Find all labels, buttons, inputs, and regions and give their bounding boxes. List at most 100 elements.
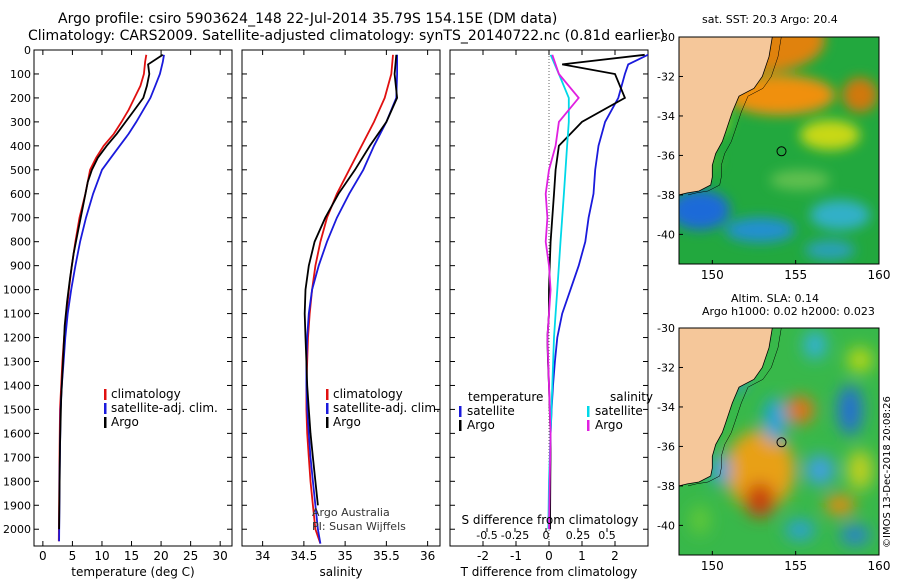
secondary-axis-label: S difference from climatology [462,513,639,527]
legend-marker [104,389,107,400]
secondary-x-tick-label: 0.5 [598,529,616,542]
legend-label: Argo [111,415,139,429]
legend-marker [104,403,107,414]
x-tick-label: -1 [510,549,522,563]
legend-marker [326,403,329,414]
x-tick-label: -2 [477,549,489,563]
series-line-satellite-adj-clim- [305,54,399,544]
x-tick-label: 35.5 [373,549,400,563]
sst-map-title: sat. SST: 20.3 Argo: 20.4 [702,13,838,26]
lat-tick-label: -32 [657,70,675,83]
legend-marker [326,417,329,428]
map-frame [678,327,880,556]
y-tick-label: 1400 [3,379,31,392]
legend-heading: salinity [610,390,653,404]
x-tick-label: 1 [578,549,586,563]
x-tick-label: 25 [183,549,198,563]
lon-tick-label: 160 [868,559,891,573]
x-tick-label: 0 [39,549,47,563]
x-tick-label: 0 [545,549,553,563]
secondary-x-tick-label: -0.5 [476,529,497,542]
legend-marker [459,406,462,417]
series-line-argo [58,54,164,530]
y-tick-label: 2000 [3,523,31,536]
credit-line-2: PI: Susan Wijffels [312,520,406,533]
y-tick-label: 1200 [3,332,31,345]
y-tick-label: 100 [10,68,31,81]
x-tick-label: 10 [94,549,109,563]
lat-tick-label: -40 [657,228,675,241]
legend-label: Argo [467,418,495,432]
y-tick-label: 800 [10,236,31,249]
x-tick-label: 35 [337,549,352,563]
x-tick-label: 2 [611,549,619,563]
lat-tick-label: -30 [657,31,675,44]
x-tick-label: 30 [213,549,228,563]
legend-label: satellite-adj. clim. [333,401,440,415]
figure-title-line2: Climatology: CARS2009. Satellite-adjuste… [28,28,666,44]
legend-marker [326,389,329,400]
legend-label: satellite [595,404,643,418]
secondary-x-tick-label: 0 [543,529,550,542]
y-tick-label: 500 [10,164,31,177]
land-mask [679,37,773,196]
y-tick-label: 600 [10,188,31,201]
lon-tick-label: 150 [701,268,724,282]
legend-marker [104,417,107,428]
lat-tick-label: -30 [657,322,675,335]
x-axis-label: salinity [319,565,362,579]
lat-tick-label: -36 [657,149,675,162]
y-tick-label: 1900 [3,499,31,512]
lon-tick-label: 160 [868,268,891,282]
x-tick-label: 20 [153,549,168,563]
x-axis-label: temperature (deg C) [71,565,194,579]
profile-panel-1: 0100200300400500600700800900100011001200… [3,44,233,579]
sla-map: -30 -32 -34 -36 -38 -40 150 155 160 [657,322,890,573]
lon-tick-label: 155 [784,268,807,282]
x-tick-label: 36 [420,549,435,563]
plot-frame [241,49,441,547]
lat-tick-label: -38 [657,189,675,202]
x-tick-label: 34 [255,549,270,563]
y-tick-label: 0 [24,44,31,57]
y-tick-label: 900 [10,260,31,273]
x-tick-label: 15 [124,549,139,563]
y-tick-label: 200 [10,92,31,105]
lat-tick-label: -32 [657,361,675,374]
legend-label: climatology [111,387,181,401]
y-tick-label: 700 [10,212,31,225]
y-tick-label: 1100 [3,308,31,321]
map-frame [678,36,880,265]
x-tick-label: 5 [69,549,77,563]
y-tick-label: 1700 [3,451,31,464]
secondary-x-tick-label: -0.25 [501,529,529,542]
profile-panel-2: 34 34.5 35 35.5 36 salinity climatologysatelli… [241,49,441,579]
y-tick-label: 1500 [3,403,31,416]
lat-tick-label: -34 [657,110,675,123]
lon-tick-label: 155 [784,559,807,573]
lat-tick-label: -40 [657,519,675,532]
lon-tick-label: 150 [701,559,724,573]
series-line-salinity-argo [544,54,580,530]
sla-map-subtitle: Argo h1000: 0.02 h2000: 0.023 [702,305,875,318]
legend-marker [459,420,462,431]
y-tick-label: 1000 [3,284,31,297]
legend-label: satellite [467,404,515,418]
profile-panel-3: -2 -1 0 1 2 T difference from climatology temp… [449,49,653,579]
isobath-line [687,328,782,487]
legend-heading: temperature [468,390,543,404]
credit-line-1: Argo Australia [312,506,390,519]
figure-title-line1: Argo profile: csiro 5903624_148 22-Jul-2… [58,11,558,27]
lat-tick-label: -34 [657,401,675,414]
y-tick-label: 400 [10,140,31,153]
x-axis-label: T difference from climatology [460,565,638,579]
legend-marker [587,406,590,417]
y-tick-label: 1600 [3,427,31,440]
legend-label: climatology [333,387,403,401]
argo-float-marker [776,146,787,157]
sst-map: -30 -32 -34 -36 -38 -40 150 155 160 [657,31,891,282]
legend-label: Argo [595,418,623,432]
series-line-argo [303,54,399,506]
land-mask [679,328,773,487]
